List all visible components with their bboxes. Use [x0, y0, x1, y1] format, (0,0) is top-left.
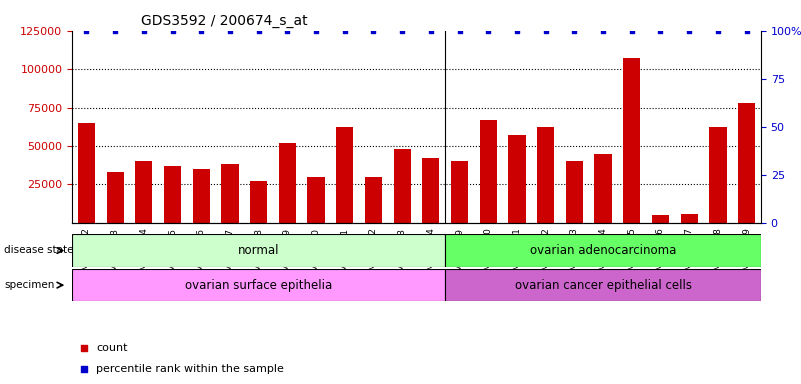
Point: [80, 28, 93, 34]
Point: [166, 28, 179, 34]
Point: [223, 28, 236, 34]
Bar: [135, 161, 152, 223]
Bar: [393, 149, 411, 223]
Text: normal: normal: [238, 244, 280, 257]
Point: [138, 28, 151, 34]
Bar: [445, 234, 761, 267]
Bar: [308, 177, 324, 223]
Text: GDS3592 / 200674_s_at: GDS3592 / 200674_s_at: [141, 14, 308, 28]
Text: percentile rank within the sample: percentile rank within the sample: [96, 364, 284, 374]
Bar: [250, 181, 268, 223]
Bar: [566, 161, 583, 223]
Point: [338, 28, 351, 34]
Point: [281, 28, 294, 34]
Point: [252, 28, 265, 34]
Bar: [681, 214, 698, 223]
Bar: [623, 58, 640, 223]
Bar: [509, 135, 525, 223]
Point: [597, 28, 610, 34]
Bar: [221, 164, 239, 223]
Bar: [422, 158, 440, 223]
Point: [740, 28, 753, 34]
Bar: [279, 143, 296, 223]
Bar: [164, 166, 181, 223]
Point: [425, 28, 437, 34]
Bar: [72, 234, 445, 267]
Point: [523, 284, 536, 290]
Bar: [364, 177, 382, 223]
Bar: [738, 103, 755, 223]
Bar: [445, 269, 761, 301]
Point: [568, 28, 581, 34]
Bar: [192, 169, 210, 223]
Text: ovarian adenocarcinoma: ovarian adenocarcinoma: [530, 244, 676, 257]
Bar: [594, 154, 612, 223]
Bar: [107, 172, 123, 223]
Bar: [652, 215, 669, 223]
Bar: [336, 127, 353, 223]
Text: count: count: [96, 343, 127, 353]
Point: [626, 28, 638, 34]
Point: [367, 28, 380, 34]
Point: [109, 28, 122, 34]
Point: [310, 28, 323, 34]
Point: [482, 28, 495, 34]
Bar: [451, 161, 468, 223]
Point: [539, 28, 552, 34]
Bar: [78, 123, 95, 223]
Point: [195, 28, 207, 34]
Point: [711, 28, 724, 34]
Bar: [480, 120, 497, 223]
Point: [510, 28, 523, 34]
Point: [654, 28, 667, 34]
Point: [682, 28, 695, 34]
Bar: [72, 269, 445, 301]
Point: [453, 28, 466, 34]
Point: [396, 28, 409, 34]
Point: [523, 92, 536, 98]
Text: ovarian surface epithelia: ovarian surface epithelia: [185, 279, 332, 291]
Text: ovarian cancer epithelial cells: ovarian cancer epithelial cells: [514, 279, 691, 291]
Bar: [537, 127, 554, 223]
Text: specimen: specimen: [4, 280, 54, 290]
Bar: [709, 127, 727, 223]
Text: disease state: disease state: [4, 245, 74, 255]
